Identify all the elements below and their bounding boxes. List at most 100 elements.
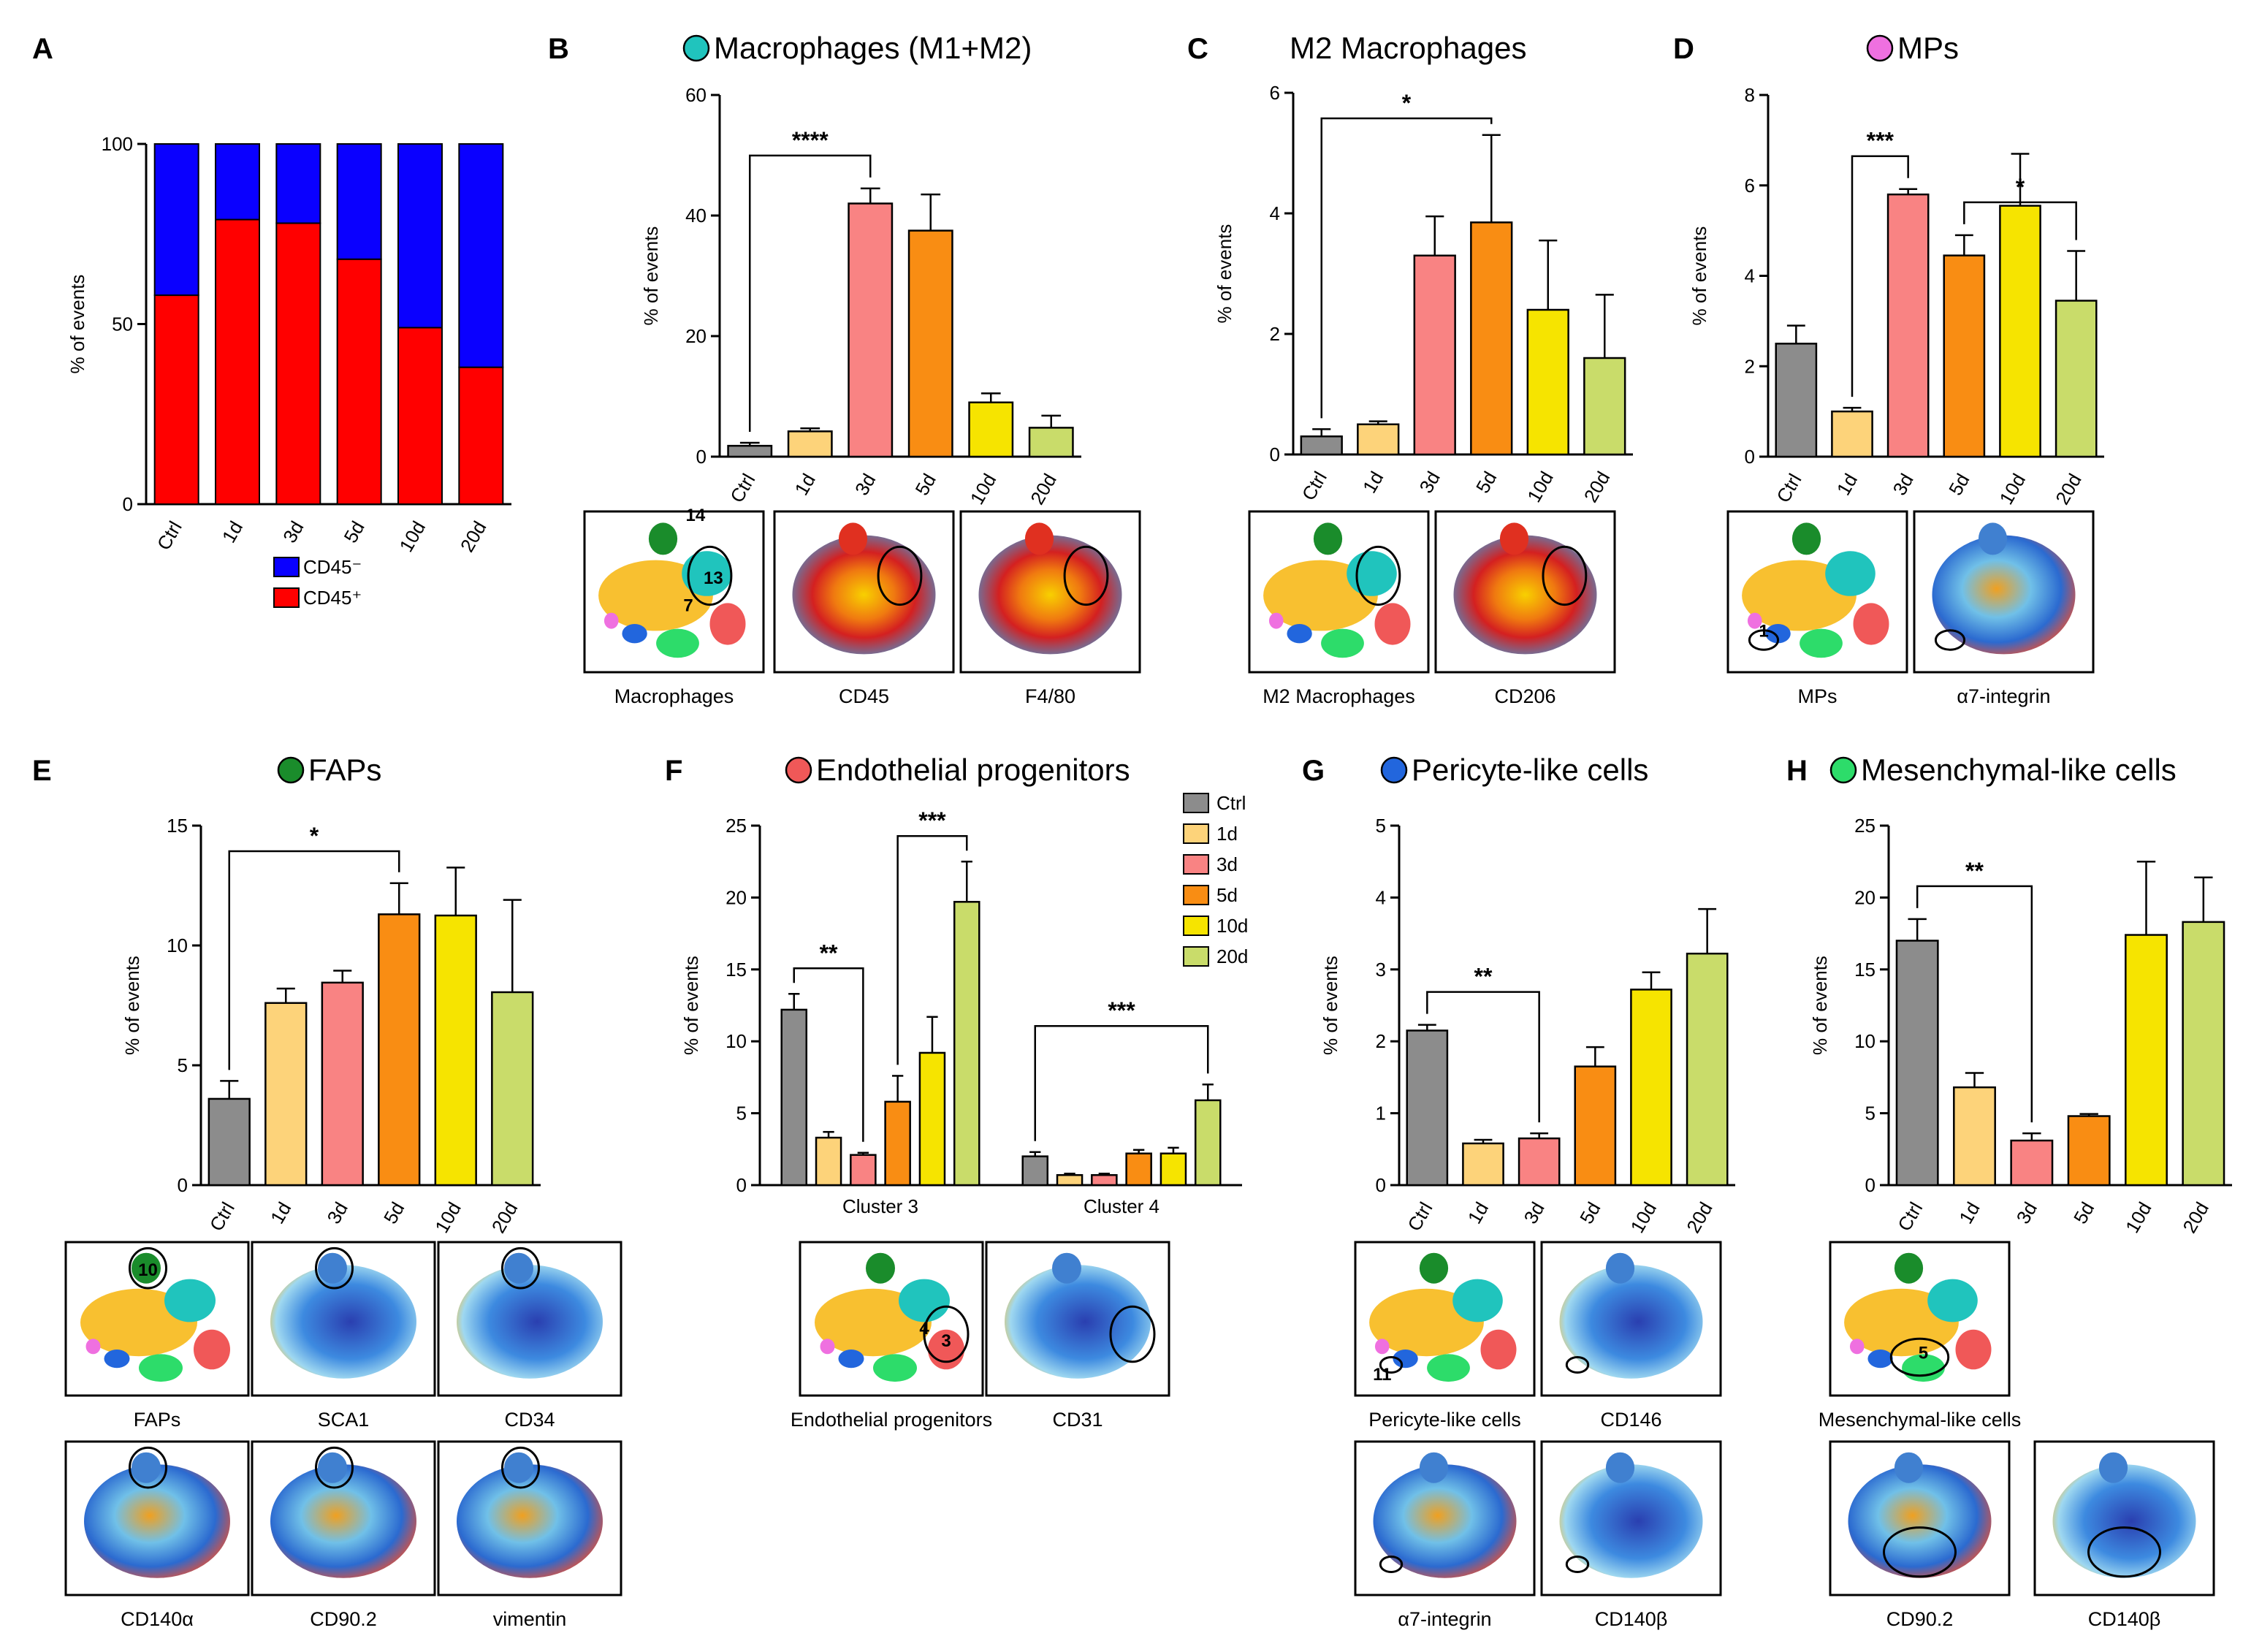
x-tick-label: Ctrl <box>1772 470 1805 506</box>
y-tick-label: 4 <box>1376 886 1386 908</box>
cluster-dot-icon <box>1380 756 1408 784</box>
y-tick-label: 0 <box>178 1174 188 1196</box>
panel-letter: H <box>1786 755 1808 787</box>
tsne-expression <box>1453 535 1597 655</box>
x-tick-label: 1d <box>1358 468 1387 497</box>
gate-outline <box>2087 1526 2161 1578</box>
tsne-plot <box>80 1252 230 1382</box>
panel-a: A 0 50 100 % of events Ctrl 1d 3d 5d 10d 20d CD45⁻ C… <box>32 33 511 609</box>
significance-label: **** <box>792 127 829 153</box>
tsne-cluster <box>1321 628 1364 658</box>
x-tick-label: 10d <box>430 1198 465 1237</box>
cluster-number: 13 <box>704 568 723 588</box>
significance-label: * <box>1402 90 1412 116</box>
significance-label: * <box>2016 174 2025 200</box>
tsne-expression <box>1932 535 2076 655</box>
significance-bracket <box>1426 991 1540 1123</box>
gate-outline <box>1109 1305 1156 1363</box>
bar <box>727 444 773 458</box>
tsne-expression <box>457 1464 603 1578</box>
bar <box>2125 934 2168 1187</box>
legend-label: 3d <box>1216 853 1238 875</box>
significance-label: *** <box>1867 128 1894 154</box>
panel-letter: F <box>665 755 682 787</box>
panel-title: M2 Macrophages <box>1290 31 1527 65</box>
bar <box>321 981 364 1187</box>
map-label: vimentin <box>493 1608 567 1630</box>
cluster-number: 5 <box>1919 1344 1928 1363</box>
bar <box>1021 1155 1049 1187</box>
tsne-plot <box>270 1252 416 1379</box>
y-axis-label: % of events <box>121 956 143 1055</box>
tsne-maps-e: FAPs SCA1 CD34 CD140α CD90.2 vimentin 10 <box>64 1241 622 1630</box>
tsne-cluster <box>1393 1350 1418 1369</box>
panel-f: F Endothelial progenitors 0 5 10 15 20 25 % of e… <box>665 753 1248 1217</box>
y-tick-label: 5 <box>178 1054 188 1076</box>
tsne-cluster <box>1791 522 1821 555</box>
bar <box>1943 254 1986 458</box>
cluster-number: 1 <box>1759 622 1768 642</box>
gate-outline <box>1379 1356 1404 1374</box>
bar <box>2182 921 2225 1187</box>
tsne-cluster <box>709 603 746 645</box>
tsne-plot <box>457 1252 603 1379</box>
x-tick-label: 10d <box>2121 1198 2156 1237</box>
bar <box>1831 410 1873 458</box>
map-label: Endothelial progenitors <box>791 1409 992 1431</box>
bar <box>1462 1142 1504 1187</box>
tsne-cluster <box>1853 603 1889 645</box>
map-label: MPs <box>1798 685 1838 707</box>
significance-label: ** <box>1474 964 1493 990</box>
tsne-expression <box>504 1252 533 1284</box>
x-tick-label: 5d <box>911 470 940 499</box>
tsne-expression <box>2052 1464 2196 1578</box>
legend-swatch <box>273 587 300 608</box>
cluster-number: 7 <box>683 595 693 615</box>
bar <box>1159 1152 1187 1187</box>
y-tick-label: 6 <box>1270 82 1280 104</box>
significance-label: *** <box>918 807 946 834</box>
cluster-dot-icon <box>277 756 305 784</box>
y-tick-label: 2 <box>1745 355 1755 377</box>
y-axis-label: % of events <box>1688 227 1710 326</box>
cluster-number: 3 <box>941 1331 951 1351</box>
x-tick-label: 10d <box>1995 470 2030 509</box>
y-tick-label: 20 <box>1854 886 1876 908</box>
legend-swatch <box>1183 885 1209 905</box>
cluster-number: 11 <box>1373 1365 1391 1385</box>
legend-swatch <box>1183 946 1209 967</box>
tsne-expression <box>978 535 1122 655</box>
tsne-maps-h: Mesenchymal-like cells CD90.2 CD140β 5 <box>1819 1241 2215 1630</box>
tsne-plot <box>598 522 746 658</box>
cluster-dot-icon <box>1866 34 1894 62</box>
bar <box>1194 1099 1222 1187</box>
tsne-cluster <box>104 1350 130 1369</box>
x-tick-label: 20d <box>1580 468 1615 506</box>
map-label: α7-integrin <box>1398 1608 1491 1630</box>
map-label: α7-integrin <box>1957 685 2050 707</box>
bar-cd45-pos <box>215 218 260 505</box>
x-tick-label: 5d <box>339 517 368 547</box>
gate-outline <box>1565 1356 1590 1374</box>
x-tick-label: 10d <box>1523 468 1558 506</box>
y-axis-label: % of events <box>640 227 662 326</box>
bar <box>1406 1029 1449 1187</box>
bar <box>1125 1152 1152 1187</box>
panel-letter: D <box>1673 33 1694 65</box>
bar <box>1413 254 1456 456</box>
bar <box>1091 1173 1118 1187</box>
y-tick-label: 2 <box>1270 323 1280 345</box>
bar <box>780 1008 808 1187</box>
map-label: FAPs <box>134 1409 181 1431</box>
tsne-expression <box>318 1252 347 1284</box>
tsne-cluster <box>1374 1339 1390 1355</box>
x-tick-label: Cluster 4 <box>1084 1195 1159 1217</box>
tsne-cluster <box>1867 1350 1893 1369</box>
x-tick-label: 3d <box>1415 468 1444 497</box>
bar-cd45-pos <box>397 327 443 505</box>
gate-outline <box>1063 545 1109 606</box>
y-tick-label: 100 <box>102 133 133 155</box>
tsne-cluster <box>85 1339 101 1355</box>
y-tick-label: 25 <box>1854 815 1876 837</box>
gate-outline <box>315 1246 354 1290</box>
